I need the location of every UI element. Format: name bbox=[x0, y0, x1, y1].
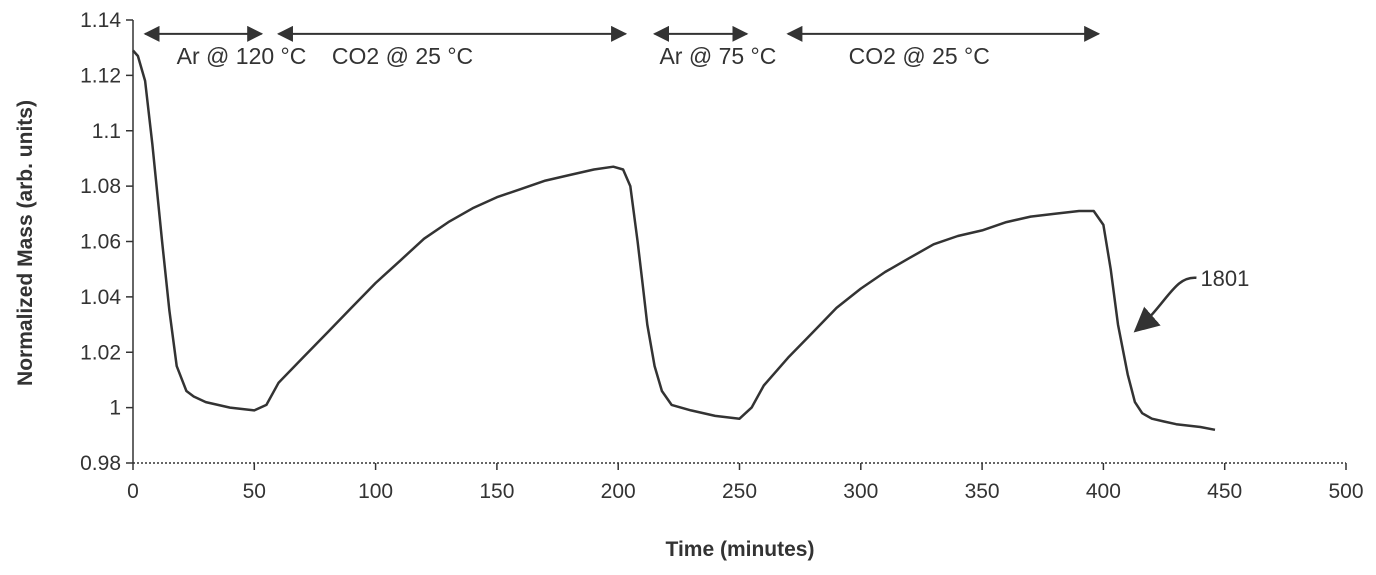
series-layer bbox=[132, 49, 1216, 432]
y-tick-label: 1.14 bbox=[80, 9, 121, 32]
x-tick-label: 400 bbox=[1086, 480, 1121, 503]
series-line bbox=[132, 49, 1216, 432]
y-tick-label: 1.02 bbox=[80, 341, 121, 364]
annotation-label: CO2 @ 25 °C bbox=[849, 43, 990, 69]
annotations: Ar @ 120 °C CO2 @ 25 °C Ar @ 75 °C CO2 @ 25… bbox=[143, 25, 1101, 69]
annotation-label: CO2 @ 25 °C bbox=[332, 43, 473, 69]
y-tick-label: 0.98 bbox=[80, 452, 121, 475]
annotation-label: Ar @ 75 °C bbox=[659, 43, 776, 69]
y-tick-label: 1.1 bbox=[92, 120, 121, 143]
x-tick-label: 350 bbox=[965, 480, 1000, 503]
x-axis-title: Time (minutes) bbox=[666, 538, 815, 561]
x-tick-label: 500 bbox=[1328, 480, 1363, 503]
y-tick-label: 1.04 bbox=[80, 286, 121, 309]
y-tick-label: 1 bbox=[109, 397, 121, 420]
x-tick-label: 250 bbox=[722, 480, 757, 503]
reference-numeral: 1801 bbox=[1200, 266, 1249, 291]
x-axis: 0 50 100 150 200 250 300 350 400 450 500 bbox=[127, 462, 1364, 503]
x-tick-label: 200 bbox=[601, 480, 636, 503]
x-tick-label: 150 bbox=[479, 480, 514, 503]
x-tick-label: 100 bbox=[358, 480, 393, 503]
x-tick-label: 50 bbox=[243, 480, 266, 503]
x-tick-label: 0 bbox=[127, 480, 139, 503]
y-tick-label: 1.06 bbox=[80, 231, 121, 254]
annotation-label: Ar @ 120 °C bbox=[177, 43, 307, 69]
reference-pointer bbox=[1133, 276, 1197, 333]
x-tick-label: 300 bbox=[843, 480, 878, 503]
y-tick-label: 1.12 bbox=[80, 64, 121, 87]
y-axis-title: Normalized Mass (arb. units) bbox=[14, 100, 37, 386]
y-tick-label: 1.08 bbox=[80, 175, 121, 198]
x-tick-label: 450 bbox=[1207, 480, 1242, 503]
reference-label: 1801 bbox=[1133, 266, 1249, 333]
y-axis: 0.98 1 1.02 1.04 1.06 1.08 1.1 1.12 1.14 bbox=[80, 9, 134, 475]
